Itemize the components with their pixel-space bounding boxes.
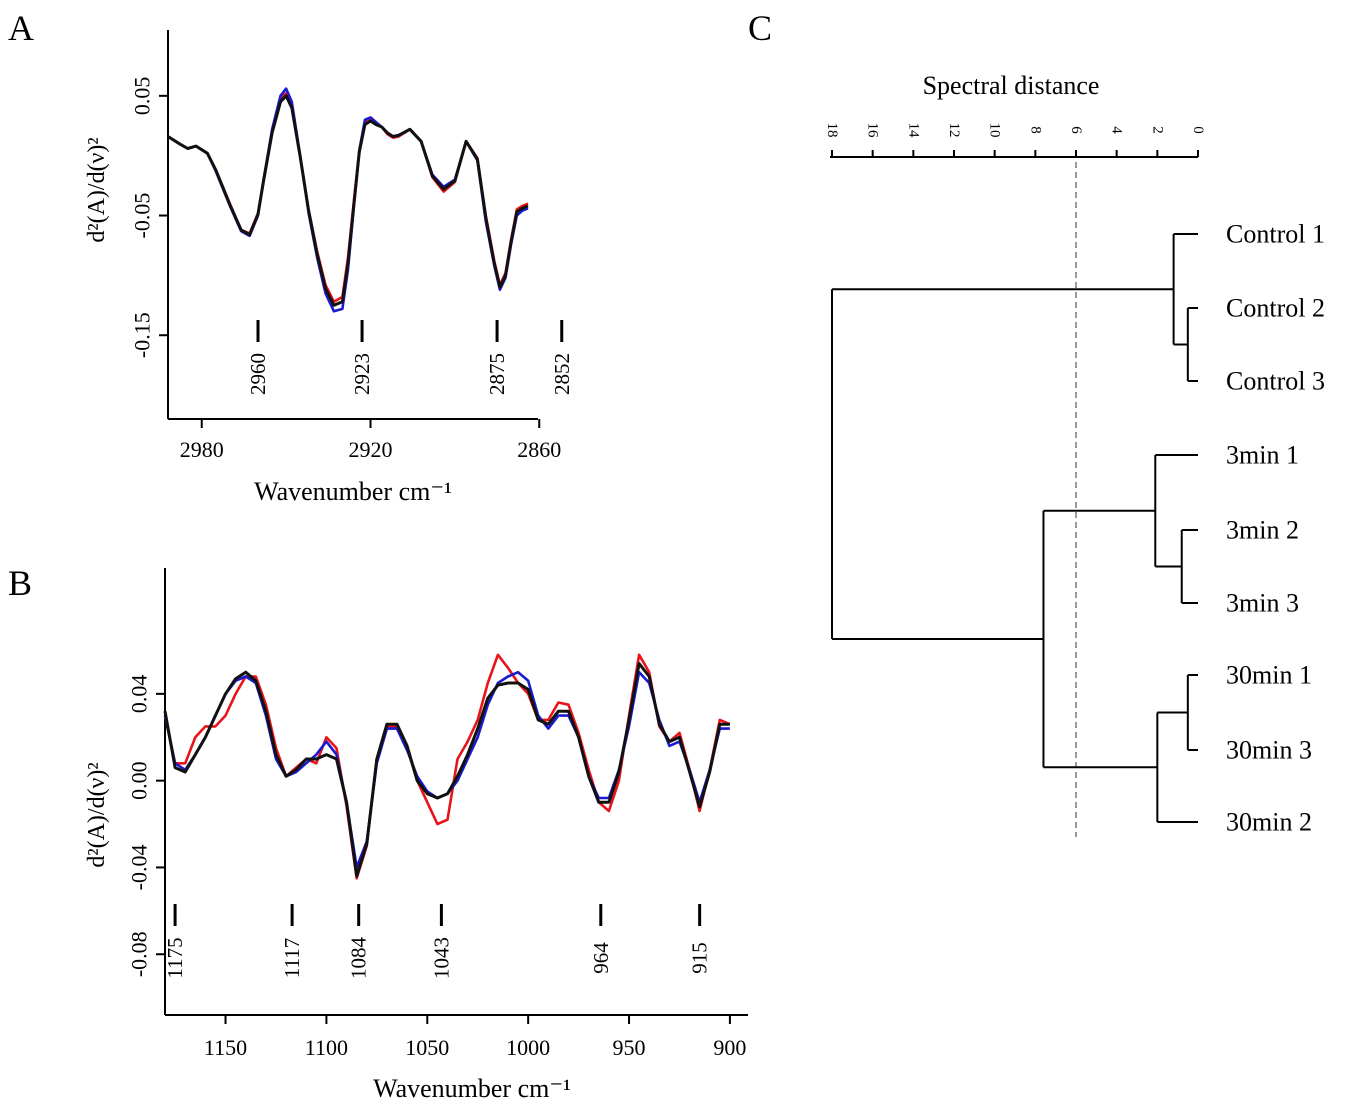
x-tick-label: 1100: [305, 1035, 348, 1060]
panel-b-x-axis-title: Wavenumber cm⁻¹: [373, 1074, 571, 1103]
x-tick-label: 2980: [180, 437, 224, 462]
distance-tick-label: 4: [1109, 126, 1125, 134]
series-line-3: [163, 662, 730, 878]
distance-tick-label: 8: [1027, 126, 1043, 134]
panel-b-chart: 0.04 0.00 -0.04 -0.08 1150 1100 1050 1000 950 90…: [84, 568, 748, 1103]
peak-label: 1043: [429, 937, 453, 979]
distance-tick-label: 10: [987, 123, 1003, 138]
panel-c-title: Spectral distance: [923, 71, 1100, 100]
peak-label: 2875: [485, 353, 509, 395]
distance-tick-label: 2: [1149, 126, 1165, 134]
peak-label: 1084: [347, 937, 371, 980]
panel-a-x-axis-title: Wavenumber cm⁻¹: [254, 477, 452, 506]
y-tick-label: 0.04: [127, 675, 152, 714]
dendrogram-leaf-label: 30min 2: [1226, 808, 1312, 837]
peak-label: 2923: [350, 353, 374, 395]
y-tick-label: 0.05: [130, 77, 155, 116]
peak-label: 1117: [280, 938, 304, 978]
distance-tick-label: 16: [865, 123, 881, 139]
panel-a-chart: 0.05 -0.05 -0.15 2980 2920 2860 2960 2923 2875…: [84, 30, 574, 506]
dendrogram-leaf-label: Control 1: [1226, 220, 1325, 249]
peak-label: 915: [688, 942, 712, 974]
series-line-3: [167, 94, 529, 307]
x-tick-label: 2920: [349, 437, 393, 462]
distance-tick-label: 0: [1190, 126, 1206, 134]
peak-label: 2852: [550, 353, 574, 395]
panel-letter-c: C: [748, 8, 772, 48]
y-tick-label: 0.00: [127, 761, 152, 800]
x-tick-label: 950: [613, 1035, 646, 1060]
x-tick-label: 1150: [204, 1035, 247, 1060]
distance-tick-label: 18: [824, 123, 840, 138]
x-tick-label: 1050: [405, 1035, 449, 1060]
distance-tick-label: 12: [946, 123, 962, 138]
panel-letter-b: B: [8, 563, 32, 603]
peak-label: 1175: [163, 937, 187, 978]
y-tick-label: -0.15: [130, 312, 155, 358]
x-tick-label: 2860: [517, 437, 561, 462]
dendrogram-leaf-label: 30min 3: [1226, 736, 1312, 765]
panel-c-dendrogram: Spectral distance 18 16 14 12 10 8 6 4 2 0 Contro…: [824, 71, 1325, 837]
panel-letter-a: A: [8, 8, 34, 48]
dendrogram-leaf-label: 3min 1: [1226, 441, 1299, 470]
y-tick-label: -0.04: [127, 845, 152, 891]
series-line-2: [163, 670, 730, 869]
peak-label: 2960: [246, 353, 270, 395]
y-tick-label: -0.08: [127, 931, 152, 977]
x-tick-label: 1000: [506, 1035, 550, 1060]
distance-tick-label: 6: [1068, 126, 1084, 134]
panel-a-y-axis-title: d²(A)/d(ν)²: [84, 137, 110, 242]
dendrogram-leaf-label: Control 2: [1226, 294, 1325, 323]
x-tick-label: 900: [713, 1035, 746, 1060]
dendrogram-leaf-label: 3min 2: [1226, 516, 1299, 545]
panel-b-y-axis-title: d²(A)/d(ν)²: [84, 762, 110, 867]
dendrogram-leaf-label: 3min 3: [1226, 589, 1299, 618]
series-line-1: [163, 653, 731, 880]
dendrogram-leaf-label: 30min 1: [1226, 661, 1312, 690]
y-tick-label: -0.05: [130, 193, 155, 239]
distance-tick-label: 14: [905, 123, 921, 139]
dendrogram-leaf-label: Control 3: [1226, 367, 1325, 396]
series-line-2: [167, 87, 529, 313]
peak-label: 964: [589, 942, 613, 974]
